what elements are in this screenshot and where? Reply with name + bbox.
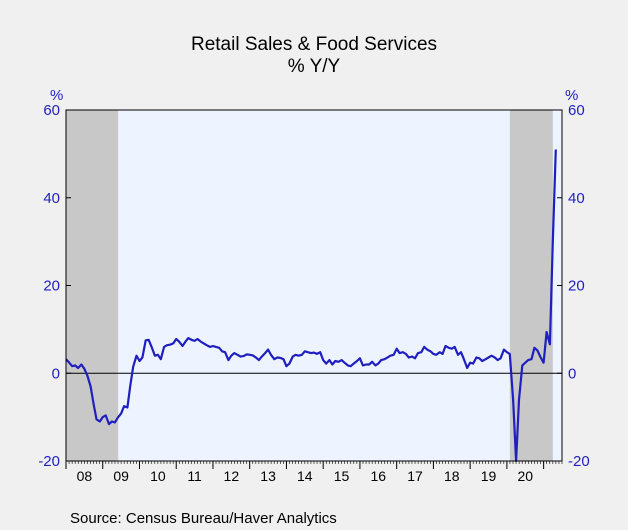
- x-tick-label: 20: [517, 468, 533, 484]
- x-tick-label: 15: [334, 468, 350, 484]
- x-tick-label: 17: [407, 468, 423, 484]
- x-tick-label: 12: [224, 468, 240, 484]
- plot-area: [65, 109, 563, 463]
- x-tick-label: 13: [260, 468, 276, 484]
- x-tick-label: 18: [444, 468, 460, 484]
- x-tick-label: 08: [77, 468, 93, 484]
- x-axis-ticks: 08 09 10 11 12 13 14 15 16 17 18 19 20: [65, 461, 563, 484]
- x-tick-label: 10: [150, 468, 166, 484]
- x-tick-label: 19: [481, 468, 497, 484]
- y-tick-label-left: 60: [43, 102, 60, 119]
- y-unit-right: %: [565, 87, 578, 104]
- y-tick-label-left: 0: [52, 365, 60, 382]
- plot-background: [66, 110, 562, 461]
- x-tick-label: 11: [187, 468, 202, 484]
- y-tick-label-right: -20: [568, 453, 590, 470]
- series-line: [65, 149, 557, 463]
- y-tick-label-left: 20: [43, 278, 60, 295]
- y-tick-label-right: 60: [568, 102, 585, 119]
- y-tick-label-right: 0: [568, 365, 576, 382]
- source-note: Source: Census Bureau/Haver Analytics: [70, 510, 337, 527]
- y-tick-label-left: -20: [38, 453, 60, 470]
- recession-shading-group: [66, 110, 553, 461]
- x-tick-label: 14: [297, 468, 313, 484]
- y-tick-label-right: 20: [568, 278, 585, 295]
- chart-title: Retail Sales & Food Services: [191, 34, 437, 55]
- x-tick-label: 09: [113, 468, 129, 484]
- y-axis-ticks: -20 -20 0 0 20 20 40 40 60 60: [38, 102, 589, 470]
- y-unit-left: %: [50, 87, 63, 104]
- y-tick-label-left: 40: [43, 190, 60, 207]
- x-tick-label: 16: [371, 468, 387, 484]
- recession-band-0: [66, 110, 119, 461]
- chart-subtitle: % Y/Y: [288, 56, 341, 77]
- y-tick-label-right: 40: [568, 190, 585, 207]
- recession-band-1: [509, 110, 553, 461]
